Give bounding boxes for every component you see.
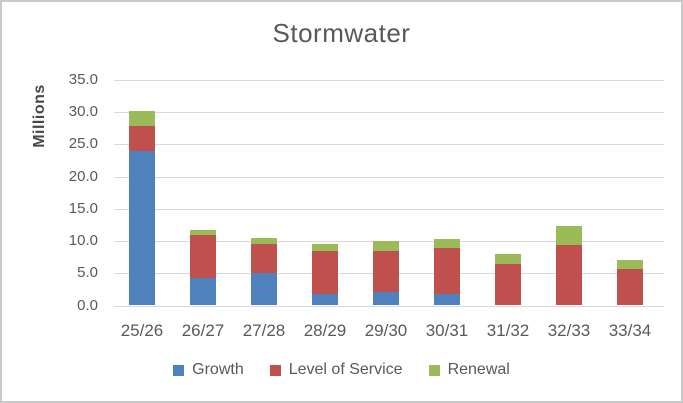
bar-segment-level-of-service [312,251,338,294]
bar-segment-renewal [556,225,582,245]
legend-item-level-of-service: Level of Service [269,361,403,379]
bar-segment-level-of-service [129,126,155,151]
legend-label: Level of Service [288,361,403,378]
x-tick-label: 28/29 [303,321,347,340]
chart-title: Stormwater [272,18,411,48]
bar-segment-renewal [434,239,460,249]
x-tick-label: 25/26 [120,321,164,340]
y-tick-label: 25.0 [68,135,98,153]
legend-item-renewal: Renewal [428,361,510,379]
legend-label: Growth [192,361,244,378]
bar-segment-level-of-service [373,250,399,292]
bar-segment-level-of-service [190,235,216,278]
bar-segment-level-of-service [434,248,460,294]
bar-segment-growth [129,150,155,306]
x-tick-label: 31/32 [486,321,530,340]
bar-segment-growth [312,293,338,306]
legend-swatch-growth [173,364,185,376]
gridline [114,112,664,114]
bar-segment-growth [434,293,460,306]
legend-swatch-level-of-service [269,364,281,376]
bar-segment-renewal [129,110,155,127]
legend-swatch-renewal [428,364,440,376]
y-tick-label: 5.0 [77,264,98,282]
legend-item-growth: Growth [173,361,244,379]
x-tick-label: 29/30 [364,321,408,340]
bar-segment-growth [373,291,399,306]
bar-segment-renewal [495,253,521,265]
y-tick-label: 0.0 [77,296,98,314]
bar-segment-level-of-service [617,269,643,306]
gridline [114,305,664,307]
bar-segment-renewal [312,243,338,252]
x-tick-label: 32/33 [547,321,591,340]
bar-segment-renewal [617,260,643,270]
y-tick-label: 30.0 [68,103,98,121]
gridline [114,208,664,210]
x-tick-label: 27/28 [242,321,286,340]
y-tick-label: 35.0 [68,71,98,88]
bar-segment-growth [190,277,216,306]
y-tick-label: 15.0 [68,199,98,217]
bar-segment-level-of-service [556,244,582,306]
legend-label: Renewal [447,361,510,378]
gridline [114,144,664,146]
bar-segment-renewal [251,237,277,244]
gridline [114,176,664,178]
x-tick-label: 33/34 [608,321,652,340]
bar-segment-renewal [190,230,216,236]
legend: Growth Level of Service Renewal [2,361,681,379]
bar-segment-level-of-service [495,264,521,306]
gridline [114,80,664,81]
x-tick-label: 26/27 [181,321,225,340]
bar-segment-growth [251,273,277,306]
bar-segment-renewal [373,241,399,251]
bar-segment-level-of-service [251,243,277,274]
y-tick-label: 10.0 [68,232,98,250]
x-tick-label: 30/31 [425,321,469,340]
y-tick-label: 20.0 [68,167,98,185]
